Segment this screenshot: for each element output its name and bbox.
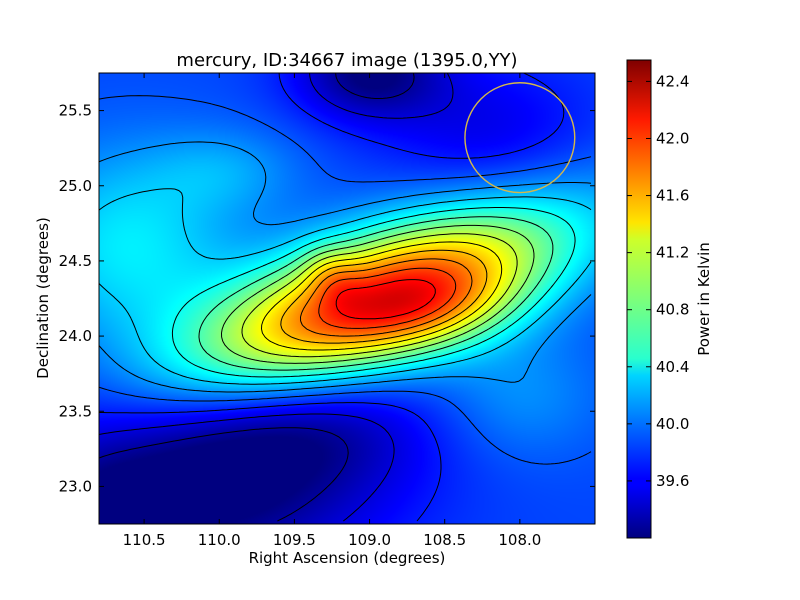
x-tick-label: 109.5 — [273, 531, 316, 549]
heatmap-image — [99, 73, 595, 524]
colorbar-gradient — [626, 59, 652, 539]
colorbar-label: Power in Kelvin — [695, 242, 713, 356]
contour-line — [99, 141, 592, 393]
colorbar-tick-label: 41.2 — [656, 244, 689, 262]
y-tick-label: 23.5 — [59, 402, 92, 420]
colorbar-tick-label: 40.4 — [656, 358, 689, 376]
colorbar-tick-label: 42.0 — [656, 129, 689, 147]
x-axis-label: Right Ascension (degrees) — [249, 549, 446, 567]
contour-line — [198, 216, 554, 371]
contour-line — [261, 241, 503, 351]
plot-area: 110.5 110.0 109.5 109.0 108.5 108.0 23.023.52… — [59, 72, 596, 549]
x-tick-label: 108.0 — [498, 531, 541, 549]
contour-line — [335, 279, 436, 320]
contour-line — [99, 73, 565, 522]
colorbar-tick-label: 39.6 — [656, 472, 689, 490]
x-tick-label: 110.0 — [198, 531, 241, 549]
contour-layer — [99, 73, 592, 522]
beam-circle — [464, 82, 576, 194]
x-tick-label: 110.5 — [123, 531, 166, 549]
contour-line — [221, 224, 535, 364]
colorbar: 39.6 40.0 40.4 40.8 41.2 41.6 42.0 42.4 Power i… — [626, 59, 713, 539]
contour-line — [171, 207, 576, 378]
colorbar-tick-label: 40.0 — [656, 415, 689, 433]
contour-line — [318, 267, 457, 329]
colorbar-tick-label: 41.6 — [656, 187, 689, 205]
contour-line — [99, 73, 415, 522]
contour-line — [241, 233, 518, 358]
y-tick-label: 23.0 — [59, 477, 92, 495]
colorbar-ticks: 39.6 40.0 40.4 40.8 41.2 41.6 42.0 42.4 — [627, 72, 689, 490]
x-axis-ticks: 110.5 110.0 109.5 109.0 108.5 108.0 — [123, 73, 541, 549]
y-axis-label: Declination (degrees) — [34, 217, 52, 379]
colorbar-tick-label: 40.8 — [656, 301, 689, 319]
y-tick-label: 24.0 — [59, 327, 92, 345]
contour-line — [99, 188, 592, 385]
plot-frame — [98, 72, 596, 525]
y-tick-label: 25.0 — [59, 177, 92, 195]
y-axis-ticks: 23.0 23.5 24.0 24.5 25.0 25.5 — [59, 102, 595, 495]
colorbar-tick-label: 42.4 — [656, 72, 689, 90]
x-tick-label: 108.5 — [423, 531, 466, 549]
contour-line — [99, 95, 592, 465]
contour-line — [280, 249, 488, 344]
x-tick-label: 109.0 — [348, 531, 391, 549]
chart-title: mercury, ID:34667 image (1395.0,YY) — [176, 50, 517, 71]
contour-line — [99, 73, 454, 522]
y-tick-label: 25.5 — [59, 102, 92, 120]
y-tick-label: 24.5 — [59, 252, 92, 270]
contour-line — [300, 258, 473, 337]
